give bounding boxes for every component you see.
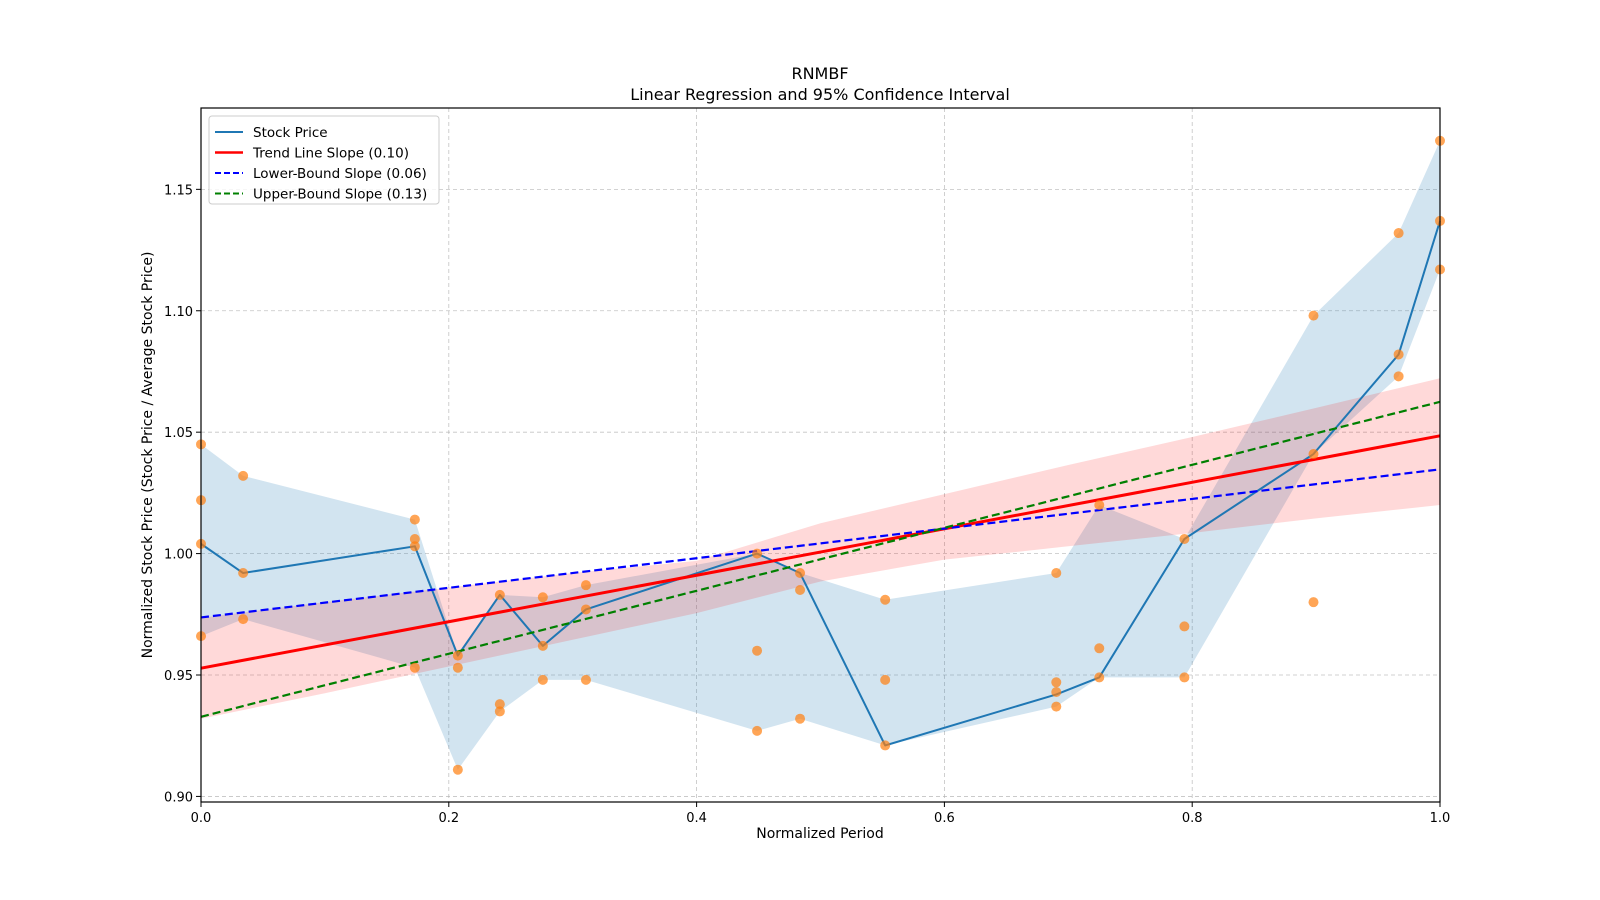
scatter-point	[1179, 672, 1190, 683]
scatter-point	[795, 568, 806, 579]
scatter-point	[1094, 672, 1105, 683]
axes	[200, 107, 1441, 803]
scatter-point	[1051, 677, 1062, 688]
x-ticks: 0.0 0.2 0.4 0.6 0.8 1.0	[191, 802, 1451, 826]
scatter-point	[752, 548, 763, 559]
trend-confidence-band-group	[201, 378, 1440, 719]
scatter-point	[1179, 534, 1190, 545]
x-tick-label: 0.2	[438, 811, 459, 826]
x-axis-label: Normalized Period	[756, 826, 884, 842]
y-tick-label: 0.95	[164, 669, 193, 684]
scatter-point	[409, 514, 420, 525]
y-tick-label: 1.05	[164, 426, 193, 441]
scatter-point	[580, 604, 591, 615]
scatter-point	[795, 585, 806, 596]
scatter-point	[1308, 310, 1319, 321]
scatter-point	[409, 662, 420, 673]
scatter-point	[1393, 349, 1404, 360]
scatter-point	[238, 614, 249, 625]
trend-confidence-band	[201, 378, 1440, 719]
stock-price-confidence-band-group	[201, 140, 1440, 770]
chart-title: RNMBF	[791, 64, 848, 83]
scatter-point	[452, 650, 463, 661]
scatter-point	[580, 674, 591, 685]
scatter-point	[494, 706, 505, 717]
chart-subtitle: Linear Regression and 95% Confidence Int…	[630, 85, 1010, 104]
scatter-point	[880, 594, 891, 605]
x-tick-label: 1.0	[1430, 811, 1451, 826]
y-tick-label: 0.90	[164, 790, 193, 805]
plot-frame	[200, 107, 1441, 803]
scatter-point	[752, 725, 763, 736]
scatter-point	[1094, 500, 1105, 511]
x-tick-label: 0.4	[686, 811, 707, 826]
scatter-point	[752, 645, 763, 656]
scatter-point	[1051, 568, 1062, 579]
scatter-point	[580, 580, 591, 591]
y-tick-label: 1.10	[164, 305, 193, 320]
legend-label-stock: Stock Price	[253, 125, 328, 141]
scatter-point	[452, 662, 463, 673]
legend-box	[208, 115, 440, 205]
scatter-point	[880, 674, 891, 685]
scatter-point	[494, 699, 505, 710]
scatter-point	[238, 470, 249, 481]
scatter-point	[409, 541, 420, 552]
scatter-point	[537, 640, 548, 651]
scatter-point	[1308, 449, 1319, 460]
legend-label-trend: Trend Line Slope (0.10)	[252, 146, 409, 162]
stock-price-line	[200, 220, 1441, 747]
scatter-point	[1094, 643, 1105, 654]
scatter-point	[537, 592, 548, 603]
y-ticks: 0.90 0.95 1.00 1.05 1.10 1.15	[164, 183, 201, 805]
scatter-point	[537, 674, 548, 685]
lines-group	[200, 220, 1441, 747]
grid	[200, 108, 1441, 802]
trend-line	[200, 434, 1441, 670]
scatter-point	[1393, 228, 1404, 239]
stock-price-confidence-band	[201, 140, 1440, 770]
scatter-point	[1179, 621, 1190, 632]
x-tick-label: 0.8	[1182, 811, 1203, 826]
x-tick-label: 0.6	[934, 811, 955, 826]
scatter-point	[452, 764, 463, 775]
legend: Stock Price Trend Line Slope (0.10) Lower-…	[208, 115, 440, 205]
lower-bound-line	[200, 468, 1441, 619]
scatter-point	[1051, 686, 1062, 697]
scatter-point	[880, 740, 891, 751]
upper-bound-line	[200, 400, 1441, 718]
legend-label-lower: Lower-Bound Slope (0.06)	[253, 166, 427, 182]
scatter-point	[1393, 371, 1404, 382]
scatter-point	[494, 589, 505, 600]
legend-label-upper: Upper-Bound Slope (0.13)	[253, 187, 427, 203]
x-tick-label: 0.0	[191, 811, 212, 826]
scatter-point	[795, 713, 806, 724]
scatter-point	[1051, 701, 1062, 712]
y-tick-label: 1.15	[164, 183, 193, 198]
scatter-point	[1308, 597, 1319, 608]
scatter-point	[238, 568, 249, 579]
y-axis-label: Normalized Stock Price (Stock Price / Av…	[140, 252, 156, 659]
y-tick-label: 1.00	[164, 548, 193, 563]
scatter-point	[409, 534, 420, 545]
